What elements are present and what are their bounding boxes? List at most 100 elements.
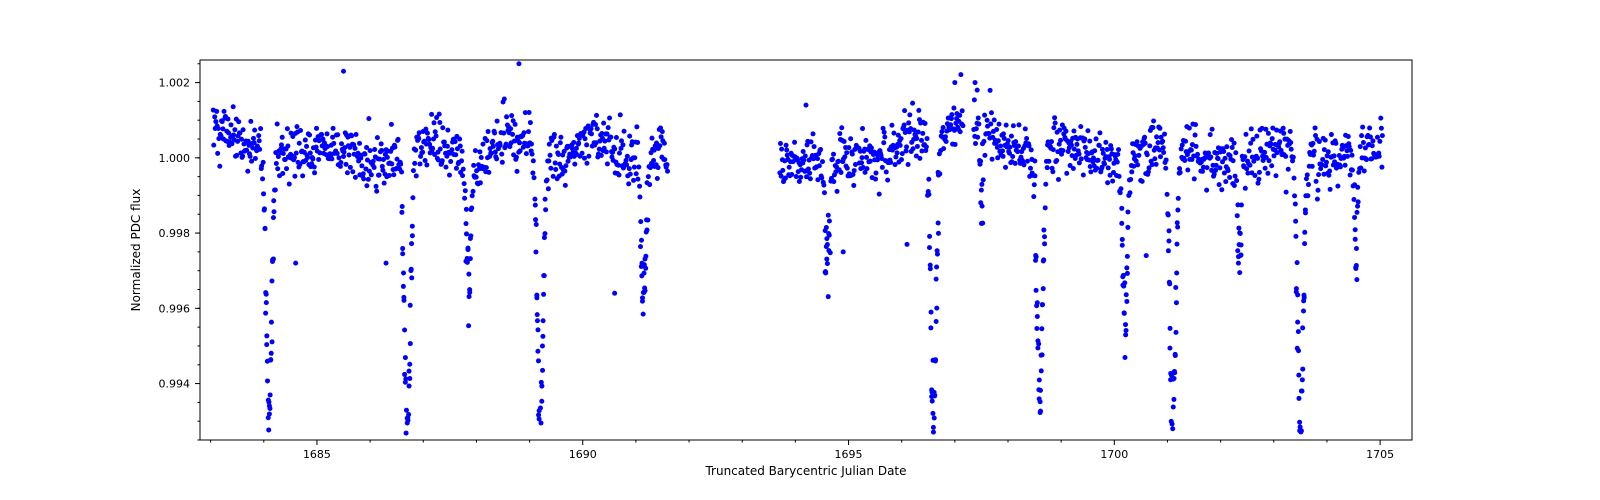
data-point — [314, 126, 319, 131]
data-point — [1208, 155, 1213, 160]
data-point — [1262, 150, 1267, 155]
data-point — [1035, 314, 1040, 319]
data-point — [1353, 237, 1358, 242]
data-point — [466, 323, 471, 328]
data-point — [495, 119, 500, 124]
data-point — [863, 138, 868, 143]
data-point — [822, 190, 827, 195]
data-point — [1233, 174, 1238, 179]
data-point — [1236, 226, 1241, 231]
data-point — [952, 80, 957, 85]
data-point — [1105, 180, 1110, 185]
data-point — [308, 150, 313, 155]
data-point — [1081, 172, 1086, 177]
data-point — [460, 173, 465, 178]
data-point — [1118, 186, 1123, 191]
data-point — [1136, 153, 1141, 158]
data-point — [1193, 122, 1198, 127]
data-point — [1180, 143, 1185, 148]
data-point — [1236, 261, 1241, 266]
data-point — [420, 150, 425, 155]
data-point — [1174, 300, 1179, 305]
data-point — [1367, 126, 1372, 131]
data-point — [241, 127, 246, 132]
data-point — [410, 195, 415, 200]
data-point — [535, 318, 540, 323]
data-point — [459, 158, 464, 163]
data-point — [794, 174, 799, 179]
data-point — [423, 158, 428, 163]
data-point — [643, 266, 648, 271]
data-point — [533, 203, 538, 208]
data-point — [839, 170, 844, 175]
data-point — [1116, 147, 1121, 152]
data-point — [540, 343, 545, 348]
x-tick-label: 1705 — [1366, 448, 1394, 461]
data-point — [399, 210, 404, 215]
data-point — [821, 183, 826, 188]
data-point — [477, 149, 482, 154]
data-point — [778, 141, 783, 146]
data-point — [1011, 123, 1016, 128]
data-point — [1208, 132, 1213, 137]
data-point — [400, 251, 405, 256]
data-point — [414, 173, 419, 178]
data-point — [349, 133, 354, 138]
data-point — [874, 171, 879, 176]
data-point — [263, 226, 268, 231]
data-point — [1327, 168, 1332, 173]
data-point — [811, 131, 816, 136]
data-point — [530, 152, 535, 157]
data-point — [1128, 177, 1133, 182]
data-point — [410, 233, 415, 238]
data-point — [929, 310, 934, 315]
data-point — [402, 327, 407, 332]
data-point — [845, 166, 850, 171]
data-point — [622, 129, 627, 134]
data-point — [784, 148, 789, 153]
data-point — [571, 140, 576, 145]
data-point — [916, 129, 921, 134]
data-point — [1178, 170, 1183, 175]
data-point — [409, 241, 414, 246]
data-point — [484, 165, 489, 170]
data-point — [1302, 230, 1307, 235]
data-point — [981, 177, 986, 182]
data-point — [842, 139, 847, 144]
data-point — [464, 207, 469, 212]
data-point — [1296, 329, 1301, 334]
data-point — [1299, 428, 1304, 433]
data-point — [562, 169, 567, 174]
data-point — [1071, 128, 1076, 133]
data-point — [239, 137, 244, 142]
data-point — [1352, 215, 1357, 220]
data-point — [827, 233, 832, 238]
data-point — [407, 384, 412, 389]
data-point — [930, 399, 935, 404]
data-point — [932, 393, 937, 398]
data-point — [916, 108, 921, 113]
data-point — [817, 163, 822, 168]
data-point — [1306, 182, 1311, 187]
data-point — [1216, 156, 1221, 161]
data-point — [275, 166, 280, 171]
data-point — [812, 144, 817, 149]
data-point — [902, 123, 907, 128]
data-point — [1034, 254, 1039, 259]
data-point — [1032, 173, 1037, 178]
data-point — [486, 170, 491, 175]
data-point — [407, 369, 412, 374]
data-point — [341, 69, 346, 74]
data-point — [516, 61, 521, 66]
data-point — [361, 171, 366, 176]
data-point — [1060, 148, 1065, 153]
data-point — [780, 168, 785, 173]
data-point — [1125, 225, 1130, 230]
data-point — [1003, 165, 1008, 170]
data-point — [534, 222, 539, 227]
data-point — [284, 166, 289, 171]
data-point — [1170, 426, 1175, 431]
data-point — [936, 220, 941, 225]
data-point — [372, 165, 377, 170]
data-point — [1300, 325, 1305, 330]
